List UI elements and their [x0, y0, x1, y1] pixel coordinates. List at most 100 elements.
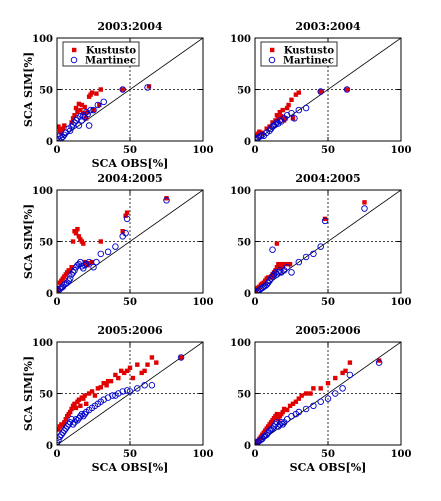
series-martinec — [57, 84, 151, 141]
data-point-kustusto — [120, 87, 125, 92]
data-point-kustusto — [303, 391, 309, 396]
data-point-martinec — [134, 385, 141, 392]
chart-panel-5: 2005:2006 00 50 50 100 100 SCA OBS[%] SCA SIM[%… — [22, 324, 213, 474]
data-point-kustusto — [293, 92, 299, 97]
data-point-kustusto — [76, 397, 82, 402]
data-point-kustusto — [119, 368, 124, 374]
chart-title: 2004:2005 — [97, 172, 162, 185]
data-point-kustusto — [70, 239, 76, 244]
data-point-kustusto — [287, 403, 293, 409]
data-point-martinec — [90, 264, 97, 271]
series-kustusto — [57, 355, 184, 432]
data-point-kustusto — [325, 381, 331, 386]
data-point-kustusto — [92, 393, 98, 398]
data-point-kustusto — [89, 389, 95, 394]
y-tick-label: 0 — [244, 441, 251, 452]
data-point-kustusto — [84, 116, 89, 121]
data-point-kustusto — [124, 210, 130, 215]
data-point-kustusto — [322, 216, 328, 222]
data-point-martinec — [283, 264, 291, 271]
data-point-kustusto — [142, 368, 147, 374]
x-tick-label: 100 — [193, 297, 214, 308]
data-point-kustusto — [82, 393, 87, 398]
data-point-martinec — [295, 258, 303, 266]
data-point-martinec — [109, 392, 116, 399]
data-point-martinec — [302, 104, 310, 112]
data-point-martinec — [375, 359, 383, 366]
data-point-martinec — [85, 122, 93, 129]
data-point-kustusto — [127, 365, 133, 370]
legend-label: Martinec — [283, 56, 334, 67]
data-point-kustusto — [260, 130, 265, 135]
data-point-kustusto — [146, 84, 152, 89]
data-point-kustusto — [62, 420, 67, 425]
data-point-kustusto — [154, 360, 159, 365]
data-point-kustusto — [108, 378, 114, 384]
data-point-kustusto — [97, 102, 102, 108]
data-point-kustusto — [290, 401, 296, 406]
data-point-kustusto — [105, 378, 111, 384]
data-point-kustusto — [123, 213, 128, 218]
y-tick-label: 50 — [237, 390, 251, 401]
data-point-martinec — [332, 390, 339, 397]
y-axis-label: SCA SIM[%] — [22, 52, 35, 127]
data-point-kustusto — [290, 116, 296, 121]
data-point-martinec — [77, 258, 84, 266]
data-point-martinec — [283, 416, 291, 423]
data-point-martinec — [295, 408, 303, 416]
data-point-kustusto — [81, 241, 86, 246]
data-point-kustusto — [76, 234, 82, 239]
series-martinec — [57, 197, 170, 293]
data-point-martinec — [291, 115, 298, 122]
x-tick-label: 100 — [193, 449, 214, 460]
data-point-kustusto — [344, 87, 350, 92]
data-point-kustusto — [86, 391, 92, 396]
data-point-kustusto — [333, 375, 338, 381]
y-tick-label: 0 — [46, 289, 53, 300]
y-tick-label: 100 — [230, 186, 251, 197]
data-point-kustusto — [296, 396, 301, 401]
data-point-kustusto — [270, 120, 275, 125]
data-point-martinec — [317, 88, 324, 95]
data-point-kustusto — [89, 90, 95, 95]
data-point-kustusto — [78, 403, 83, 409]
data-point-kustusto — [120, 229, 125, 234]
series-martinec — [255, 205, 368, 293]
x-tick-label: 0 — [54, 297, 61, 308]
legend-label: Kustusto — [284, 46, 335, 57]
data-point-kustusto — [69, 265, 74, 270]
series-kustusto — [57, 196, 169, 293]
chart-title: 2003:2004 — [295, 20, 361, 33]
data-point-martinec — [288, 109, 295, 117]
legend-marker-kustusto — [270, 47, 275, 53]
data-point-martinec — [122, 230, 129, 237]
data-point-kustusto — [98, 87, 103, 92]
data-point-kustusto — [98, 239, 103, 244]
x-tick-label: 100 — [391, 449, 412, 460]
data-point-kustusto — [293, 399, 299, 404]
y-tick-label: 100 — [230, 34, 251, 45]
data-point-kustusto — [57, 124, 61, 129]
chart-panel-6: 2005:2006 00 50 50 100 100 SCA OBS[%] — [230, 324, 411, 474]
x-axis-label: SCA OBS[%] — [290, 461, 367, 474]
data-point-kustusto — [60, 126, 66, 131]
legend-marker-kustusto — [72, 47, 77, 53]
data-point-martinec — [119, 388, 126, 395]
data-point-kustusto — [274, 265, 280, 270]
data-point-kustusto — [264, 126, 269, 131]
data-point-kustusto — [287, 261, 293, 267]
data-point-kustusto — [276, 261, 281, 267]
series-kustusto — [255, 200, 367, 293]
x-tick-label: 0 — [252, 449, 259, 460]
data-point-kustusto — [311, 386, 316, 391]
data-point-kustusto — [308, 391, 313, 396]
data-point-kustusto — [124, 368, 130, 374]
y-tick-label: 50 — [237, 238, 251, 249]
data-point-kustusto — [72, 113, 77, 118]
x-axis-label: SCA OBS[%] — [92, 157, 169, 170]
x-tick-label: 0 — [252, 145, 259, 156]
data-point-martinec — [112, 243, 119, 250]
data-point-kustusto — [85, 109, 90, 115]
